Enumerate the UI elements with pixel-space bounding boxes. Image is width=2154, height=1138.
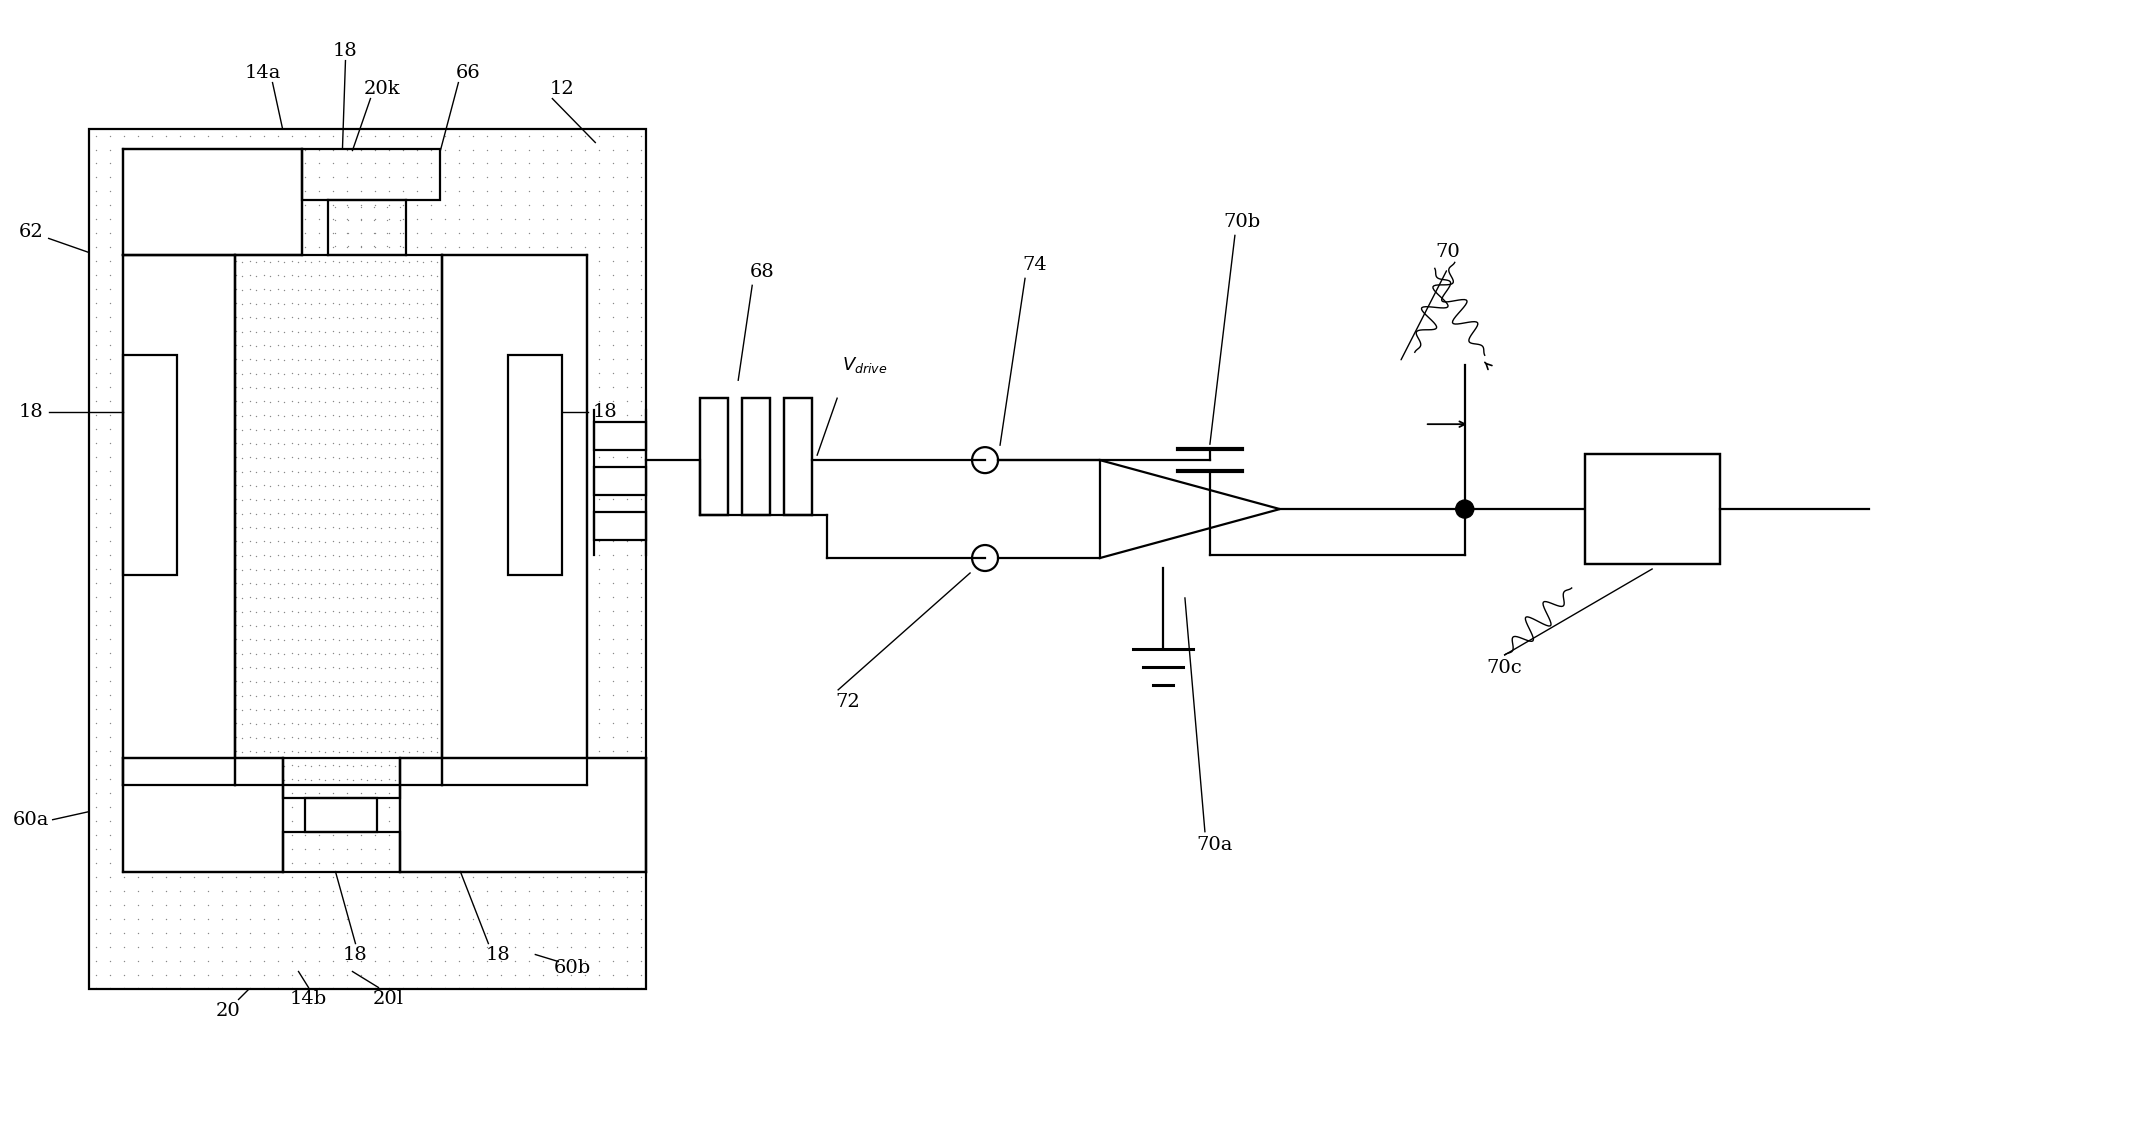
Bar bbox=[123, 255, 235, 785]
Bar bbox=[595, 512, 646, 541]
Bar bbox=[123, 758, 282, 872]
Bar bbox=[88, 129, 646, 989]
Text: 68: 68 bbox=[750, 263, 775, 281]
Text: 72: 72 bbox=[836, 693, 859, 711]
Bar bbox=[743, 398, 771, 516]
Bar bbox=[1585, 454, 1719, 564]
Bar bbox=[123, 355, 177, 575]
Text: 18: 18 bbox=[342, 946, 368, 964]
Text: 74: 74 bbox=[1023, 256, 1047, 274]
Text: 14a: 14a bbox=[243, 64, 280, 82]
Text: 20: 20 bbox=[215, 1003, 241, 1021]
Bar bbox=[442, 255, 588, 785]
Text: 20l: 20l bbox=[373, 990, 405, 1008]
Text: $V_{drive}$: $V_{drive}$ bbox=[842, 355, 887, 376]
Bar bbox=[1585, 454, 1719, 564]
Text: 70c: 70c bbox=[1486, 659, 1523, 677]
Text: 62: 62 bbox=[17, 223, 43, 241]
Text: 70: 70 bbox=[1435, 244, 1460, 262]
Circle shape bbox=[1456, 500, 1473, 518]
Text: 60a: 60a bbox=[13, 810, 50, 828]
Text: 20k: 20k bbox=[364, 80, 401, 98]
Bar bbox=[302, 149, 439, 200]
Text: 18: 18 bbox=[592, 403, 618, 421]
Bar bbox=[595, 467, 646, 495]
Bar bbox=[700, 398, 728, 516]
Bar bbox=[306, 798, 377, 832]
Text: 70a: 70a bbox=[1198, 835, 1232, 854]
Bar bbox=[700, 398, 728, 516]
Text: 60b: 60b bbox=[554, 958, 590, 976]
Bar bbox=[282, 758, 401, 798]
Text: 18: 18 bbox=[17, 403, 43, 421]
Bar bbox=[784, 398, 812, 516]
Bar bbox=[743, 398, 771, 516]
Bar bbox=[282, 832, 401, 872]
Text: 18: 18 bbox=[487, 946, 510, 964]
Text: 18: 18 bbox=[334, 42, 358, 59]
Bar bbox=[784, 398, 812, 516]
Bar bbox=[508, 355, 562, 575]
Bar bbox=[595, 422, 646, 451]
Text: 14b: 14b bbox=[291, 990, 327, 1008]
Bar bbox=[401, 758, 646, 872]
Bar bbox=[123, 149, 302, 255]
Text: 70b: 70b bbox=[1223, 214, 1260, 231]
Text: 12: 12 bbox=[549, 80, 575, 98]
Text: 66: 66 bbox=[457, 64, 480, 82]
